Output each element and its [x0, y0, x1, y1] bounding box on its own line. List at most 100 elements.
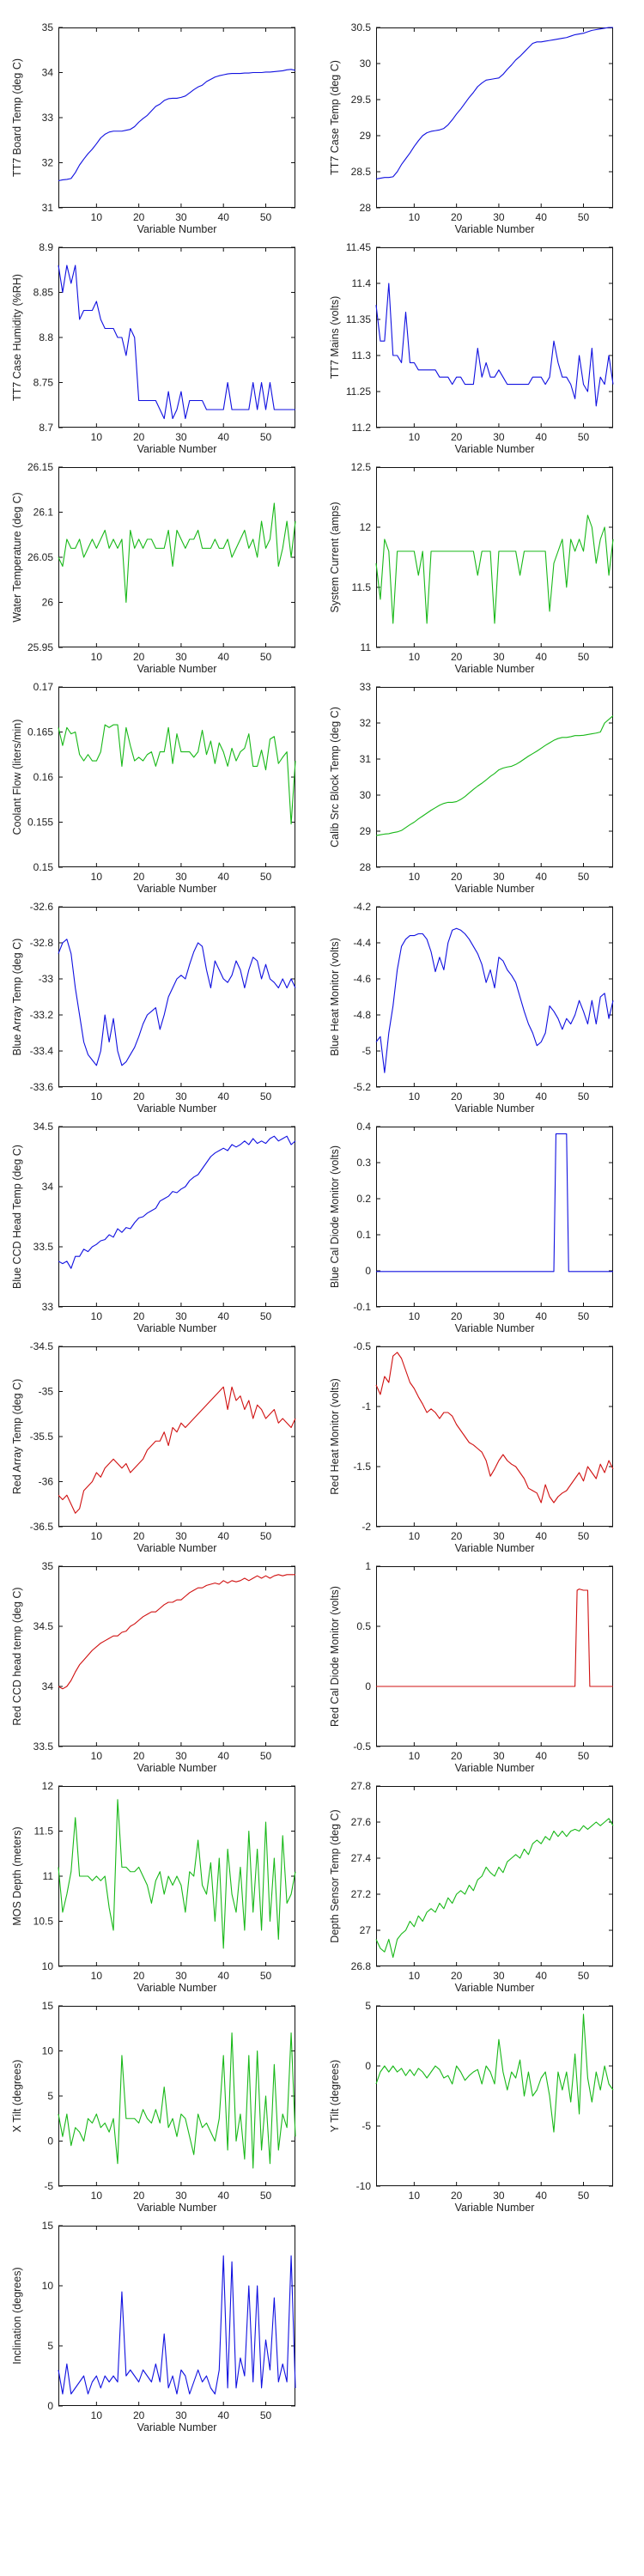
- x-tick-label: 40: [536, 211, 548, 223]
- x-axis-label: Variable Number: [454, 2202, 535, 2214]
- x-tick-label: 40: [218, 1530, 230, 1542]
- x-tick-label: 20: [133, 871, 145, 883]
- y-axis-label: Calib Src Block Temp (deg C): [329, 707, 341, 848]
- plot-frame: [58, 1346, 295, 1527]
- x-tick-label: 30: [175, 211, 187, 223]
- y-tick-label: 29: [360, 130, 372, 142]
- y-tick-label: 11.5: [34, 1826, 54, 1838]
- y-tick-label: -5: [44, 2180, 53, 2192]
- plot-area: 33.5 34 34.5 35 10 20 30 40 50: [33, 1560, 295, 1762]
- x-tick-label: 10: [409, 1091, 421, 1103]
- plot-area: 31 32 33 34 35 10 20 30 40 50: [42, 21, 296, 223]
- y-tick-label: 34.5: [33, 1121, 54, 1133]
- x-tick-label: 50: [578, 1091, 590, 1103]
- x-tick-label: 20: [133, 431, 145, 443]
- plot-frame: [58, 907, 295, 1087]
- y-tick-label: 27: [360, 1924, 372, 1936]
- series-line: [58, 1574, 295, 1690]
- series-line: [58, 724, 296, 825]
- y-tick-label: 0: [365, 1680, 371, 1692]
- x-tick-label: 30: [175, 2409, 187, 2421]
- series-line: [375, 27, 613, 179]
- y-tick-label: 0.17: [33, 681, 54, 693]
- y-tick-label: 30: [360, 789, 372, 801]
- x-tick-label: 20: [133, 1091, 145, 1103]
- y-tick-label: 35: [42, 1560, 54, 1572]
- x-tick-label: 50: [260, 431, 272, 443]
- series-line: [375, 1352, 614, 1504]
- chart-panel: 0.15 0.155 0.16 0.165 0.17 10 20 30 40 50: [27, 681, 296, 883]
- plot-area: -33.6 -33.4 -33.2 -33 -32.8 -32.6 10 20 30 40 50: [30, 901, 296, 1103]
- y-tick-label: 0.15: [33, 861, 54, 873]
- x-tick-label: 30: [175, 1750, 187, 1762]
- y-tick-label: 0.5: [356, 1620, 371, 1632]
- y-tick-label: -35: [39, 1386, 54, 1398]
- x-axis-label: Variable Number: [137, 883, 217, 895]
- y-axis-label: Blue CCD Head Temp (deg C): [11, 1145, 23, 1289]
- x-tick-label: 30: [493, 2190, 505, 2202]
- y-axis-label: Red Cal Diode Monitor (volts): [329, 1586, 341, 1727]
- y-tick-label: 11: [361, 641, 372, 653]
- y-axis-label: MOS Depth (meters): [11, 1826, 23, 1926]
- series-line: [58, 1386, 296, 1514]
- chart-panel: -0.5 0 0.5 1 10 20 30 40 50: [353, 1560, 613, 1762]
- x-axis-label: Variable Number: [454, 1322, 535, 1334]
- x-tick-label: 40: [218, 1750, 230, 1762]
- series-line: [375, 514, 614, 624]
- x-tick-label: 50: [260, 651, 272, 663]
- x-axis-label: Variable Number: [454, 663, 535, 675]
- x-tick-label: 20: [451, 871, 463, 883]
- chart-panel: 0 5 10 15 10 20 30 40 50: [42, 2220, 296, 2421]
- y-tick-label: -4.6: [353, 973, 371, 985]
- y-tick-label: 0: [365, 1265, 371, 1277]
- series-line: [375, 1818, 614, 1959]
- x-tick-label: 10: [409, 2190, 421, 2202]
- series-line: [58, 1799, 296, 1949]
- series-line: [375, 283, 614, 407]
- x-tick-label: 20: [133, 2190, 145, 2202]
- y-tick-label: 1: [365, 1560, 371, 1572]
- y-tick-label: 11.4: [352, 277, 372, 289]
- y-tick-label: -35.5: [30, 1431, 54, 1443]
- series-line: [375, 715, 614, 836]
- chart-panel: 11 11.5 12 12.5 10 20 30 40 50: [351, 461, 614, 663]
- chart-panel: 8.7 8.75 8.8 8.85 8.9 10 20 30 40 50: [33, 241, 295, 443]
- plot-area: 11 11.5 12 12.5 10 20 30 40 50: [351, 461, 614, 663]
- x-axis-label: Variable Number: [454, 1103, 535, 1115]
- x-tick-label: 30: [493, 211, 505, 223]
- y-axis-label: TT7 Mains (volts): [329, 295, 341, 380]
- plot-frame: [376, 467, 613, 647]
- plot-frame: [58, 27, 295, 208]
- plot-frame: [58, 1127, 295, 1307]
- y-tick-label: 29.5: [351, 94, 372, 106]
- x-tick-label: 30: [493, 871, 505, 883]
- plot-frame: [376, 687, 613, 867]
- x-axis-label: Variable Number: [137, 223, 217, 235]
- x-tick-label: 20: [451, 651, 463, 663]
- y-tick-label: 0: [47, 2400, 53, 2412]
- y-tick-label: 33: [360, 681, 372, 693]
- plot-frame: [376, 1346, 613, 1527]
- x-axis-label: Variable Number: [137, 2421, 217, 2433]
- chart-panel: -33.6 -33.4 -33.2 -33 -32.8 -32.6 10 20 30 40 50: [30, 901, 296, 1103]
- y-axis-label: Inclination (degrees): [11, 2267, 23, 2365]
- y-tick-label: 15: [42, 2220, 54, 2232]
- x-tick-label: 10: [409, 1310, 421, 1322]
- y-tick-label: 29: [360, 825, 372, 837]
- x-tick-label: 30: [175, 1970, 187, 1982]
- series-line: [58, 2255, 296, 2395]
- chart-panel: 11.2 11.25 11.3 11.35 11.4 11.45 10 20 30 40 50: [346, 241, 614, 443]
- plot-area: 33 33.5 34 34.5 10 20 30 40 50: [33, 1121, 296, 1322]
- y-tick-label: 11.3: [352, 349, 372, 361]
- y-tick-label: 31: [42, 202, 54, 214]
- x-tick-label: 30: [175, 1310, 187, 1322]
- x-tick-label: 20: [133, 651, 145, 663]
- x-axis-label: Variable Number: [454, 883, 535, 895]
- y-tick-label: -5: [361, 1045, 371, 1057]
- y-tick-label: 12: [360, 521, 372, 533]
- y-tick-label: 30.5: [351, 21, 372, 33]
- x-tick-label: 50: [260, 1091, 272, 1103]
- x-tick-label: 10: [91, 1750, 103, 1762]
- plot-frame: [376, 1566, 613, 1747]
- x-tick-label: 50: [578, 1970, 590, 1982]
